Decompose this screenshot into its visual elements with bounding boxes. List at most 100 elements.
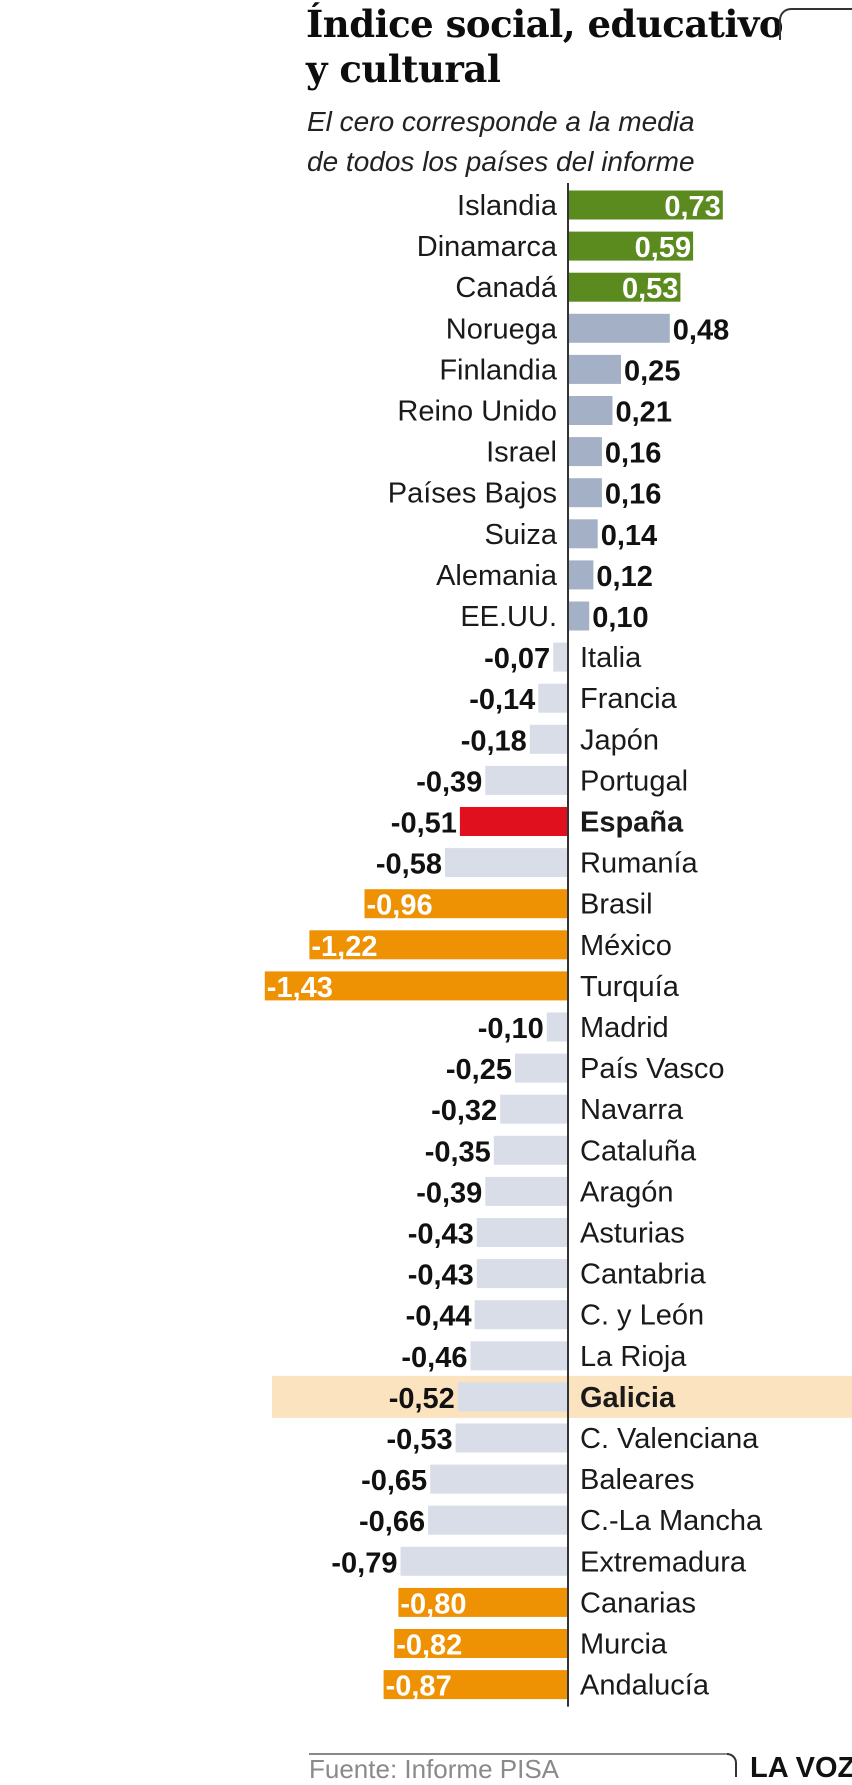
- chart-subtitle: El cero corresponde a la media de todos …: [307, 102, 695, 182]
- bar: [474, 1300, 568, 1330]
- value-label: -0,87: [386, 1671, 452, 1703]
- bar: [546, 1012, 568, 1042]
- bar: [445, 848, 568, 878]
- bar: [493, 1135, 568, 1165]
- category-label: Brasil: [580, 889, 653, 921]
- value-label: -0,10: [478, 1013, 544, 1045]
- category-label: Países Bajos: [388, 478, 557, 510]
- bar: [400, 1546, 568, 1576]
- value-label: 0,73: [664, 191, 720, 223]
- value-label: -1,43: [267, 972, 333, 1004]
- value-label: 0,53: [622, 273, 678, 305]
- bar: [476, 1218, 568, 1247]
- value-label: 0,48: [673, 314, 729, 346]
- bar: [568, 190, 723, 220]
- category-label: Murcia: [580, 1629, 668, 1661]
- bar: [568, 560, 594, 590]
- category-label: Portugal: [580, 765, 688, 797]
- bar: [553, 642, 568, 672]
- value-label: 0,59: [635, 232, 691, 264]
- category-label: México: [580, 930, 672, 962]
- value-label: 0,21: [616, 397, 672, 429]
- value-label: -0,82: [396, 1630, 462, 1662]
- value-label: -0,52: [389, 1383, 455, 1415]
- value-label: -0,35: [425, 1136, 491, 1168]
- value-label: -0,79: [331, 1547, 397, 1579]
- chart-title-line-2: y cultural: [306, 47, 501, 91]
- bar: [529, 724, 568, 754]
- category-label: España: [580, 807, 684, 839]
- value-label: -0,18: [461, 725, 527, 757]
- value-label: -0,44: [406, 1301, 472, 1333]
- value-label: 0,14: [601, 520, 657, 552]
- category-label: Israel: [486, 437, 557, 469]
- bar: [568, 231, 694, 261]
- category-label: País Vasco: [580, 1053, 725, 1085]
- category-label: Asturias: [580, 1218, 685, 1250]
- value-label: -1,22: [311, 931, 377, 963]
- value-label: -0,66: [359, 1506, 425, 1538]
- value-label: 0,12: [596, 561, 652, 593]
- category-label: Alemania: [436, 560, 558, 592]
- bar: [394, 1629, 568, 1658]
- value-label: -0,32: [431, 1095, 497, 1127]
- value-label: -0,39: [416, 766, 482, 798]
- value-label: 0,16: [605, 479, 661, 511]
- value-label: -0,46: [401, 1342, 467, 1374]
- category-label: C. Valenciana: [580, 1423, 759, 1455]
- footer-rule: [309, 1753, 729, 1755]
- title-corner-decoration: [779, 8, 852, 40]
- chart-title-line-1: Índice social, educativo: [306, 2, 784, 46]
- category-label: C.-La Mancha: [580, 1505, 763, 1537]
- category-label: Islandia: [457, 190, 558, 222]
- value-label: -0,58: [376, 849, 442, 881]
- bar: [428, 1505, 568, 1535]
- bar: [485, 1176, 568, 1206]
- bar: [457, 1382, 568, 1412]
- bar: [568, 354, 621, 384]
- category-label: Navarra: [580, 1094, 684, 1126]
- value-label: 0,16: [605, 438, 661, 470]
- bar: [309, 930, 568, 960]
- category-label: Italia: [580, 642, 642, 674]
- bar: [515, 1053, 568, 1083]
- category-label: Turquía: [580, 971, 680, 1003]
- category-label: Aragón: [580, 1176, 674, 1208]
- value-label: -0,96: [367, 890, 433, 922]
- bar: [568, 396, 613, 425]
- category-label: La Rioja: [580, 1341, 687, 1373]
- bar: [568, 272, 681, 302]
- value-label: -0,51: [391, 808, 457, 840]
- category-label: Baleares: [580, 1464, 694, 1496]
- chart-subtitle-line-1: El cero corresponde a la media: [307, 106, 695, 137]
- bar: [264, 971, 568, 1001]
- bar: [568, 478, 602, 508]
- bar: [568, 437, 602, 467]
- category-label: Reino Unido: [397, 396, 557, 428]
- value-label: -0,39: [416, 1177, 482, 1209]
- footer-corner-decoration: [727, 1753, 737, 1777]
- category-label: Japón: [580, 724, 659, 756]
- bar: [538, 683, 568, 713]
- brand-logo-text: LA VOZ: [750, 1752, 852, 1784]
- value-label: -0,07: [484, 643, 550, 675]
- category-label: Canarias: [580, 1587, 696, 1619]
- bar: [364, 889, 568, 919]
- bar: [398, 1587, 568, 1617]
- category-label: Canadá: [455, 272, 557, 304]
- value-label: 0,25: [624, 355, 680, 387]
- bar: [455, 1423, 568, 1453]
- category-label: Dinamarca: [417, 231, 558, 263]
- category-label: Madrid: [580, 1012, 669, 1044]
- category-label: Francia: [580, 683, 678, 715]
- bar: [470, 1341, 568, 1371]
- category-label: Suiza: [484, 519, 557, 551]
- bar: [459, 807, 568, 836]
- bar: [383, 1670, 568, 1700]
- bar: [476, 1259, 568, 1289]
- category-label: Finlandia: [439, 354, 558, 386]
- value-label: -0,53: [386, 1424, 452, 1456]
- category-label: C. y León: [580, 1300, 704, 1332]
- value-label: -0,14: [469, 684, 535, 716]
- value-label: -0,80: [400, 1588, 466, 1620]
